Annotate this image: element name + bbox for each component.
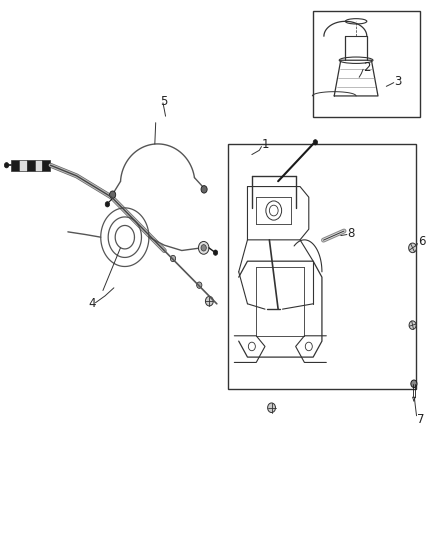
Circle shape xyxy=(205,296,213,306)
Circle shape xyxy=(268,403,276,413)
Text: 5: 5 xyxy=(160,95,167,108)
Circle shape xyxy=(409,243,417,253)
Circle shape xyxy=(411,380,417,387)
Text: 7: 7 xyxy=(417,413,424,426)
Text: 2: 2 xyxy=(364,61,371,74)
Bar xyxy=(11,160,19,171)
Bar xyxy=(42,160,50,171)
Circle shape xyxy=(197,282,202,288)
Circle shape xyxy=(201,245,206,251)
Circle shape xyxy=(213,250,218,255)
Bar xyxy=(35,160,42,171)
Bar xyxy=(27,160,35,171)
Bar xyxy=(228,144,416,389)
Circle shape xyxy=(4,163,9,168)
Bar xyxy=(19,160,27,171)
Circle shape xyxy=(110,191,116,198)
Text: 6: 6 xyxy=(418,236,425,248)
Text: 8: 8 xyxy=(347,227,355,240)
Bar xyxy=(313,11,420,117)
Circle shape xyxy=(409,321,416,329)
Circle shape xyxy=(170,255,176,262)
Circle shape xyxy=(313,140,318,145)
Circle shape xyxy=(105,201,110,207)
Text: 1: 1 xyxy=(262,139,269,151)
Text: 4: 4 xyxy=(88,297,96,310)
Circle shape xyxy=(198,241,209,254)
Circle shape xyxy=(201,185,207,193)
Text: 3: 3 xyxy=(394,75,402,87)
